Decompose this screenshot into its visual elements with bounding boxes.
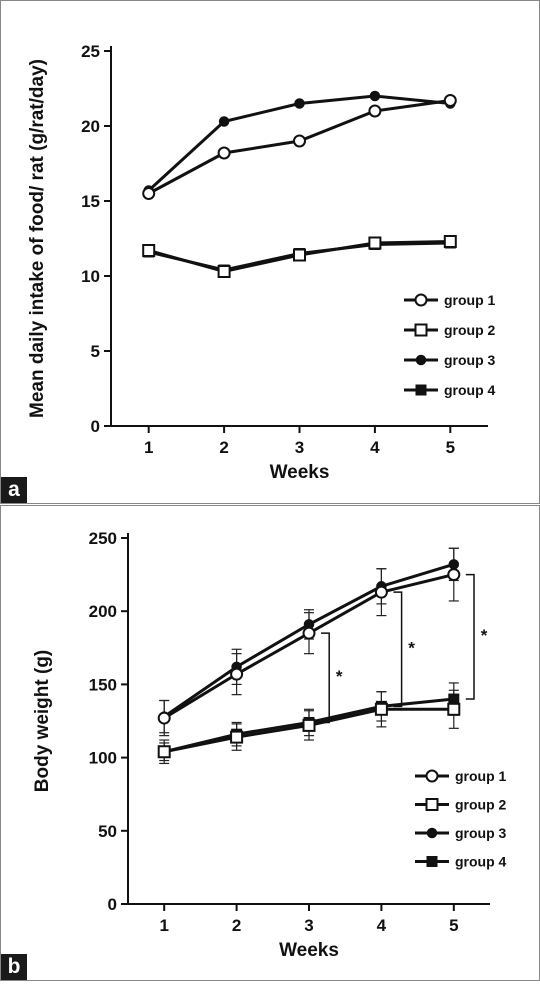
legend-label: group 2	[444, 322, 496, 338]
data-point-group-1	[157, 711, 171, 725]
data-point-group-2	[302, 718, 316, 732]
legend-marker-group-2	[425, 798, 439, 811]
significance-bracket	[465, 573, 475, 700]
y-tick-label: 25	[81, 42, 100, 61]
significance-bracket	[393, 591, 403, 708]
legend-item-group-1: group 1	[404, 292, 496, 308]
x-axis-label: Weeks	[279, 940, 339, 961]
data-point-group-1	[368, 104, 382, 118]
legend-marker-group-1	[414, 293, 428, 307]
x-tick-label: 5	[446, 438, 455, 457]
data-point-group-3	[294, 98, 305, 109]
y-tick-label: 0	[91, 417, 100, 436]
data-point-group-2	[447, 702, 461, 716]
x-tick-label: 5	[449, 916, 458, 935]
x-tick-label: 2	[232, 916, 241, 935]
legend-marker-group-3	[426, 827, 438, 839]
legend-item-group-4: group 4	[404, 382, 496, 398]
significance-label: *	[481, 626, 488, 645]
y-tick-label: 50	[98, 822, 117, 841]
panel-b: 0 50 100 150 200 250 1 2 3 4 5 Weeks Body weight (g)…	[0, 505, 540, 981]
legend-label: group 3	[455, 825, 507, 841]
x-tick-label: 4	[370, 438, 380, 457]
legend-marker-group-4	[415, 384, 427, 396]
x-axis-label: Weeks	[270, 462, 330, 483]
data-point-group-1	[230, 667, 244, 681]
data-point-group-2	[157, 745, 171, 759]
x-tick-label: 3	[295, 438, 304, 457]
y-tick-label: 15	[81, 192, 100, 211]
data-point-group-1	[447, 568, 461, 582]
significance-label: *	[408, 638, 415, 657]
data-point-group-3	[448, 559, 460, 570]
food-intake-chart: 0 5 10 15 20 25 1 2 3 4 5 Weeks Mean daily intake of…	[27, 42, 496, 483]
data-point-group-1	[443, 94, 457, 107]
data-point-group-3	[369, 90, 381, 102]
legend-marker-group-3	[415, 354, 427, 366]
x-tick-label: 1	[159, 916, 168, 935]
data-point-group-4	[448, 693, 460, 705]
legend-label: group 3	[444, 352, 496, 368]
legend-marker-group-2	[414, 323, 428, 337]
significance-bracket	[321, 632, 330, 724]
data-point-group-2	[293, 248, 306, 262]
legend-item-group-4: group 4	[415, 854, 507, 870]
data-point-group-2	[368, 236, 382, 250]
x-tick-label: 3	[304, 916, 313, 935]
data-point-group-1	[293, 134, 306, 148]
legend-marker-group-1	[425, 769, 439, 783]
x-tick-label: 4	[377, 916, 387, 935]
y-tick-label: 20	[81, 117, 100, 136]
data-point-group-2	[217, 265, 231, 278]
data-point-group-1	[217, 146, 231, 160]
legend-label: group 4	[455, 854, 507, 870]
data-point-group-2	[230, 730, 244, 744]
data-point-group-3	[218, 116, 230, 127]
y-axis-label: Body weight (g)	[32, 650, 53, 792]
legend-label: group 2	[455, 797, 507, 813]
legend-item-group-2: group 2	[415, 797, 507, 813]
legend-item-group-3: group 3	[415, 825, 507, 841]
legend-item-group-2: group 2	[404, 322, 496, 338]
significance-label: *	[336, 667, 343, 686]
y-tick-label: 200	[89, 602, 117, 621]
y-tick-label: 10	[81, 267, 100, 286]
legend-item-group-3: group 3	[404, 352, 496, 368]
x-tick-label: 2	[219, 438, 228, 457]
data-point-group-1	[142, 187, 156, 200]
data-point-group-2	[374, 702, 388, 716]
y-tick-label: 100	[89, 749, 117, 768]
y-tick-label: 150	[89, 675, 117, 694]
body-weight-chart: 0 50 100 150 200 250 1 2 3 4 5 Weeks Body weight (g)…	[32, 529, 507, 961]
panel-label-b: b	[1, 954, 27, 980]
data-point-group-2	[142, 244, 156, 257]
legend-label: group 1	[455, 768, 507, 784]
panel-a: 0 5 10 15 20 25 1 2 3 4 5 Weeks Mean daily intake of…	[0, 0, 540, 504]
y-tick-label: 5	[91, 342, 100, 361]
data-point-group-1	[302, 626, 316, 640]
legend-label: group 4	[444, 382, 496, 398]
legend-item-group-1: group 1	[415, 768, 507, 784]
y-axis-label: Mean daily intake of food/ rat (g/rat/da…	[27, 59, 48, 418]
y-tick-label: 250	[89, 529, 117, 548]
legend-marker-group-4	[426, 856, 438, 867]
legend-label: group 1	[444, 292, 496, 308]
panel-label-a: a	[1, 477, 27, 503]
x-tick-label: 1	[144, 438, 153, 457]
data-point-group-2	[443, 235, 457, 248]
y-tick-label: 0	[108, 895, 117, 914]
data-point-group-1	[374, 585, 388, 599]
